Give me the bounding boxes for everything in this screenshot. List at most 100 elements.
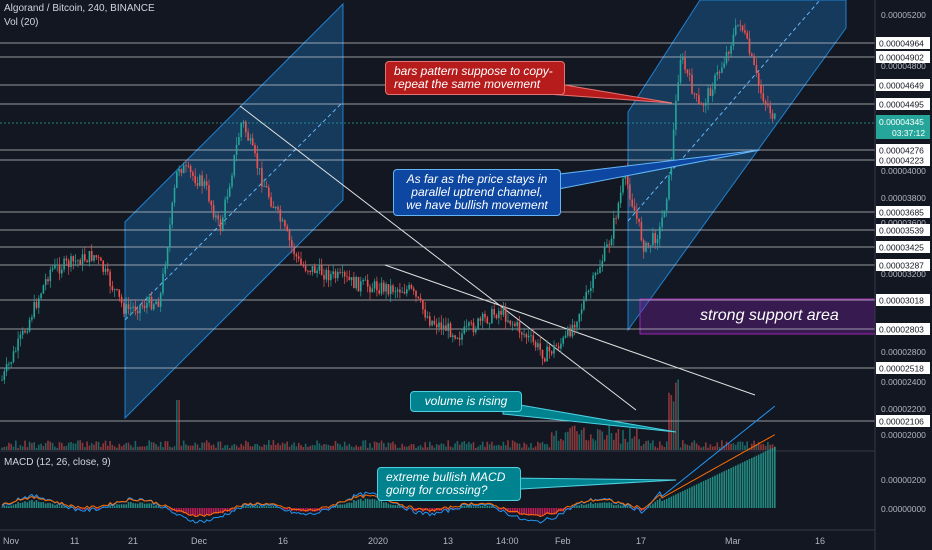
macd-histogram-bar xyxy=(670,496,673,508)
volume-bar xyxy=(541,441,544,450)
candle-body xyxy=(380,282,383,294)
candle-body xyxy=(523,334,525,335)
macd-histogram-bar xyxy=(97,508,100,510)
candle-body xyxy=(334,271,337,279)
macd-histogram-bar xyxy=(698,483,700,508)
candle-body xyxy=(638,218,640,222)
candle-body xyxy=(714,75,716,90)
macd-histogram-bar xyxy=(711,476,714,508)
volume-bar xyxy=(389,443,392,450)
volume-bar xyxy=(300,445,302,450)
candle-body xyxy=(201,175,203,186)
candle-body xyxy=(56,264,58,266)
volume-bar xyxy=(270,445,272,450)
candle-body xyxy=(279,209,282,222)
candle-body xyxy=(527,335,530,338)
volume-bar xyxy=(594,440,597,450)
volume-bar xyxy=(654,446,656,450)
macd-histogram-bar xyxy=(339,504,341,508)
volume-bar xyxy=(199,447,201,450)
candle-body xyxy=(569,327,571,337)
candle-body xyxy=(622,178,624,193)
candle-body xyxy=(376,281,378,291)
macd-histogram-bar xyxy=(445,508,447,509)
candle-body xyxy=(511,323,514,325)
macd-histogram-bar xyxy=(185,508,187,514)
macd-histogram-bar xyxy=(498,508,500,510)
volume-bar xyxy=(74,443,77,450)
volume-bar xyxy=(295,446,298,450)
volume-bar xyxy=(695,443,698,450)
candle-body xyxy=(107,268,109,272)
candle-body xyxy=(26,331,29,333)
volume-bar xyxy=(757,442,760,450)
candle-body xyxy=(339,271,341,273)
macd-histogram-bar xyxy=(54,505,56,508)
candle-body xyxy=(357,276,360,292)
level-label-bg xyxy=(876,79,930,91)
volume-bar xyxy=(534,446,537,450)
volume-bar xyxy=(194,442,196,450)
candle-body xyxy=(470,322,472,324)
candle-body xyxy=(304,266,307,271)
volume-bar xyxy=(314,445,316,450)
volume-bar xyxy=(127,442,130,450)
candle-body xyxy=(771,113,774,119)
candle-body xyxy=(327,269,330,281)
macd-histogram-bar xyxy=(539,508,541,517)
volume-bar xyxy=(185,444,187,450)
candle-body xyxy=(212,205,215,218)
time-axis: Nov 11 21 Dec 16 2020 13 14:00 Feb 17 Mar 16 xyxy=(3,536,825,546)
macd-histogram-bar xyxy=(263,506,265,508)
volume-bar xyxy=(118,443,121,450)
volume-bar xyxy=(348,443,351,450)
candle-body xyxy=(265,185,268,188)
volume-bar xyxy=(578,434,581,450)
macd-histogram-bar xyxy=(741,462,744,508)
volume-bar xyxy=(645,441,647,450)
candle-body xyxy=(475,328,477,333)
volume-bar xyxy=(435,444,438,450)
level-label: 0.00004964 xyxy=(879,39,924,49)
candle-body xyxy=(143,305,146,308)
volume-bar xyxy=(274,444,277,450)
candle-body xyxy=(224,199,226,218)
volume-bar xyxy=(222,447,224,450)
volume-bar xyxy=(746,441,748,450)
macd-histogram-bar xyxy=(125,504,127,508)
macd-histogram-bar xyxy=(753,456,755,508)
volume-bar xyxy=(79,440,81,450)
candle-body xyxy=(415,290,417,297)
macd-histogram-bar xyxy=(603,502,606,508)
candle-body xyxy=(240,123,242,138)
volume-bar xyxy=(670,395,673,450)
level-label-bg xyxy=(876,224,930,236)
candle-body xyxy=(406,289,408,294)
candle-body xyxy=(617,203,620,219)
volume-bar xyxy=(567,431,569,450)
candle-body xyxy=(663,210,666,218)
candle-body xyxy=(429,316,431,326)
candle-body xyxy=(539,343,541,350)
macd-histogram-bar xyxy=(774,446,776,508)
candle-body xyxy=(495,314,498,319)
macd-histogram-bar xyxy=(580,504,583,508)
volume-bar xyxy=(626,442,629,450)
volume-bar xyxy=(40,443,42,450)
candle-body xyxy=(353,277,355,289)
volume-bar xyxy=(730,443,732,450)
volume-bar xyxy=(725,441,728,450)
volume-bar xyxy=(318,443,321,450)
candle-body xyxy=(682,57,684,60)
macd-histogram-bar xyxy=(601,502,604,508)
volume-bar xyxy=(769,444,771,450)
level-label: 0.00002518 xyxy=(879,364,924,374)
candle-body xyxy=(419,297,422,301)
volume-bar xyxy=(546,444,548,450)
macd-histogram-bar xyxy=(555,508,558,514)
volume-bar xyxy=(235,445,238,450)
macd-histogram-bar xyxy=(511,508,514,513)
volume-bar xyxy=(507,440,509,450)
candle-body xyxy=(481,313,484,321)
